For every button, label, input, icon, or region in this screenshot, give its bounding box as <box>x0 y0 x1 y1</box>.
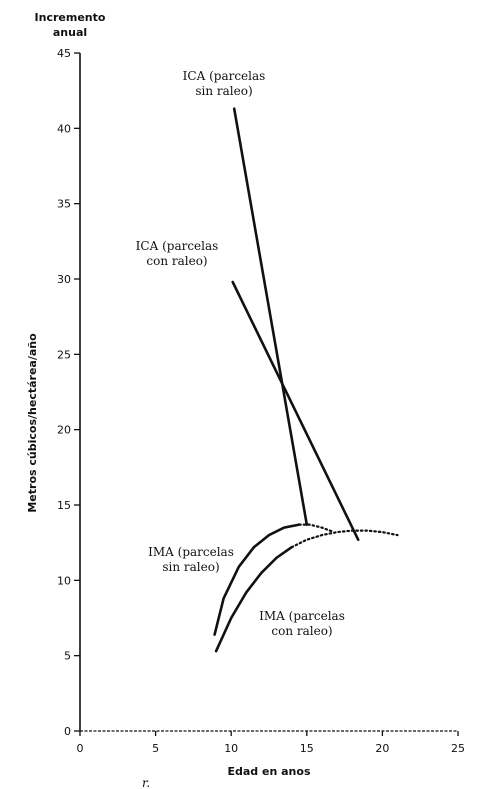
series-0-line <box>232 107 309 526</box>
y-tick-label: 15 <box>57 499 71 512</box>
series-2-line-solid <box>213 523 301 636</box>
x-tick-label: 5 <box>152 742 159 755</box>
y-tick-label: 20 <box>57 424 71 437</box>
series-3-label: IMA (parcelas <box>259 609 345 623</box>
series-layer <box>213 107 399 653</box>
series-0-label: ICA (parcelas <box>183 69 266 83</box>
series-2-label: IMA (parcelas <box>148 545 234 559</box>
series-0-label: sin raleo) <box>195 84 252 98</box>
x-tick-label: 20 <box>375 742 389 755</box>
footnote-mark: r. <box>142 776 150 789</box>
x-axis-title: Edad en anos <box>228 765 311 778</box>
series-2-line-dotted <box>298 523 336 534</box>
y-tick-label: 30 <box>57 273 71 286</box>
y-tick-label: 5 <box>64 650 71 663</box>
series-3-line-dotted <box>290 529 399 549</box>
series-2-label: sin raleo) <box>162 560 219 574</box>
x-tick-label: 0 <box>77 742 84 755</box>
series-3-label: con raleo) <box>271 624 332 638</box>
series-1-line <box>231 280 360 541</box>
y-tick-label: 35 <box>57 198 71 211</box>
x-tick-label: 10 <box>224 742 238 755</box>
chart-title-line-2: anual <box>53 26 87 39</box>
y-tick-label: 25 <box>57 348 71 361</box>
chart-title-line-1: Incremento <box>35 11 106 24</box>
series-1-label: con raleo) <box>146 254 207 268</box>
x-tick-label: 25 <box>451 742 465 755</box>
y-tick-label: 0 <box>64 725 71 738</box>
y-tick-label: 10 <box>57 574 71 587</box>
y-tick-label: 45 <box>57 47 71 60</box>
y-tick-label: 40 <box>57 122 71 135</box>
series-3-line-solid <box>214 545 293 653</box>
y-axis-title: Metros cúbicos/hectárea/año <box>26 333 39 513</box>
series-1-label: ICA (parcelas <box>136 239 219 253</box>
x-tick-label: 15 <box>300 742 314 755</box>
axis-ticks: 0 5 10 15 20 25 30 35 40 45 0 5 10 15 20 25 <box>57 47 465 755</box>
